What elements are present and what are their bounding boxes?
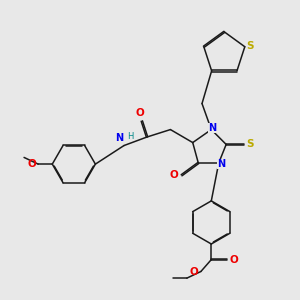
Text: O: O — [229, 255, 238, 265]
Text: O: O — [136, 108, 144, 118]
Text: O: O — [190, 267, 199, 277]
Text: N: N — [208, 123, 216, 133]
Text: H: H — [127, 132, 133, 141]
Text: N: N — [116, 133, 124, 143]
Text: S: S — [247, 41, 254, 51]
Text: O: O — [170, 170, 178, 180]
Text: S: S — [246, 140, 254, 149]
Text: O: O — [28, 159, 37, 169]
Text: N: N — [217, 159, 225, 169]
